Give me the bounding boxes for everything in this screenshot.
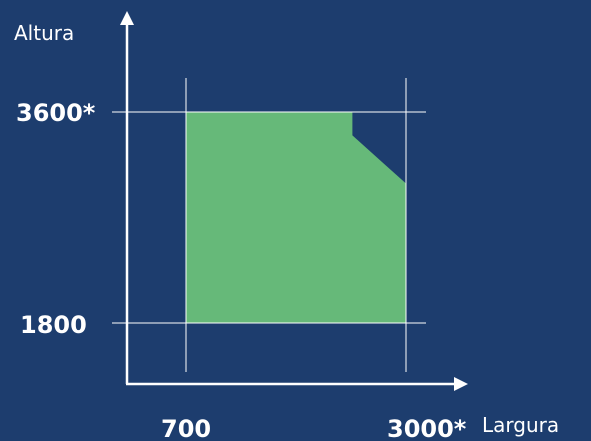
y-axis-arrow-icon — [120, 11, 134, 25]
y-axis-title: Altura — [14, 21, 74, 45]
allowed-size-region — [186, 112, 406, 323]
x-axis-title: Largura — [482, 413, 559, 437]
x-axis-arrow-icon — [454, 377, 468, 391]
y-tick-label-max: 3600* — [16, 99, 96, 127]
x-tick-label-max: 3000* — [387, 415, 467, 441]
y-tick-label-min: 1800 — [20, 311, 87, 339]
x-tick-label-min: 700 — [161, 415, 211, 441]
